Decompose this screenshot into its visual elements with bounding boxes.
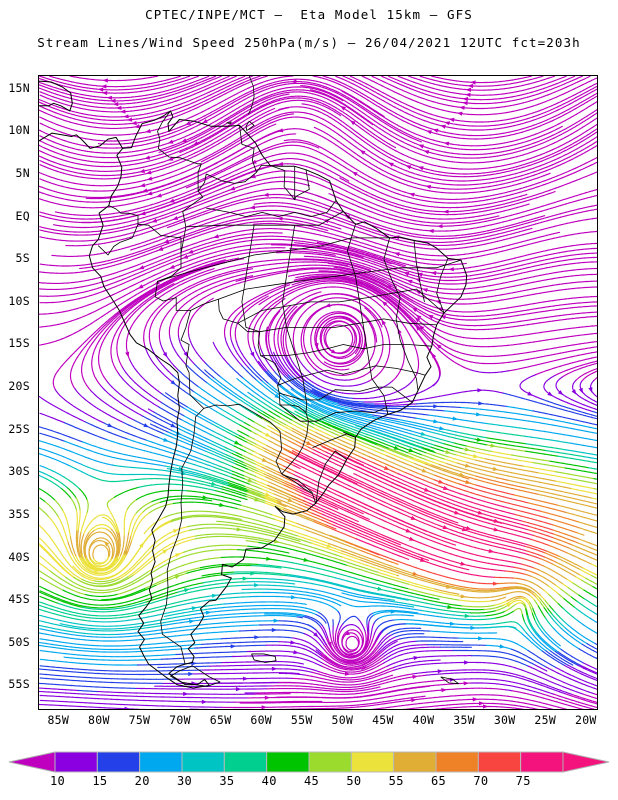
colorbar-tick-label: 45 [304,774,320,788]
x-tick-label: 55W [290,713,313,727]
y-tick-label: 40S [8,549,30,564]
y-tick-label: 50S [8,634,30,649]
y-tick-label: 25S [8,421,30,436]
x-axis-labels: 85W 80W 75W 70W 65W 60W 55W 50W 45W 40W 35W 30W 25W 2… [38,713,598,733]
colorbar-tick-labels: 10 15 20 30 35 40 45 50 55 65 70 75 [0,774,618,794]
x-tick-label: 60W [250,713,273,727]
colorbar-tick-label: 55 [388,774,404,788]
x-tick-label: 70W [169,713,191,727]
x-tick-label: 50W [331,713,354,727]
y-tick-label: 10S [8,293,30,308]
colorbar-tick-label: 70 [473,774,489,788]
y-tick-label: 55S [8,677,30,692]
colorbar-tick-label: 30 [177,774,193,788]
x-tick-label: 40W [412,713,435,727]
colorbar-tick-label: 75 [515,774,531,788]
x-tick-label: 25W [534,713,557,727]
y-tick-label: EQ [15,208,30,223]
colorbar-tick-label: 50 [346,774,362,788]
y-tick-label: 35S [8,506,30,521]
y-tick-label: 30S [8,464,30,479]
colorbar-tick-label: 40 [261,774,277,788]
chart-header: CPTEC/INPE/MCT — Eta Model 15km — GFS St… [0,0,618,50]
streamline-arrowheads [94,78,593,709]
y-axis-labels: 15N 10N 5N EQ 5S 10S 15S 20S 25S 30S 35S 40S 45S 50S 5… [0,75,36,710]
x-tick-label: 35W [453,713,475,727]
y-tick-label: 15S [8,336,30,351]
x-tick-label: 85W [47,713,70,727]
x-tick-label: 20W [574,713,597,727]
coastline-layer [39,76,468,689]
y-tick-label: 45S [8,592,30,607]
colorbar-tick-label: 65 [431,774,447,788]
streamline-layer [39,76,597,709]
y-tick-label: 10N [8,123,30,138]
colorbar: 10 15 20 30 35 40 45 50 55 65 70 75 [0,748,618,796]
plot-frame [38,75,598,710]
colorbar-tick-label: 20 [134,774,150,788]
colorbar-tick-label: 15 [92,774,108,788]
x-tick-label: 30W [493,713,516,727]
y-tick-label: 15N [8,80,30,95]
y-tick-label: 20S [8,379,30,394]
map-plot-area [38,75,598,710]
y-tick-label: 5N [15,166,30,181]
streamline-map [39,76,597,709]
x-tick-label: 65W [209,713,232,727]
colorbar-tick-label: 10 [50,774,66,788]
chart-subtitle: Stream Lines/Wind Speed 250hPa(m/s) — 26… [37,35,581,50]
y-tick-label: 5S [15,251,30,266]
colorbar-swatches [8,751,610,773]
x-tick-label: 75W [128,713,151,727]
chart-title: CPTEC/INPE/MCT — Eta Model 15km — GFS [145,7,473,22]
x-tick-label: 45W [372,713,394,727]
colorbar-tick-label: 35 [219,774,235,788]
x-tick-label: 80W [88,713,110,727]
